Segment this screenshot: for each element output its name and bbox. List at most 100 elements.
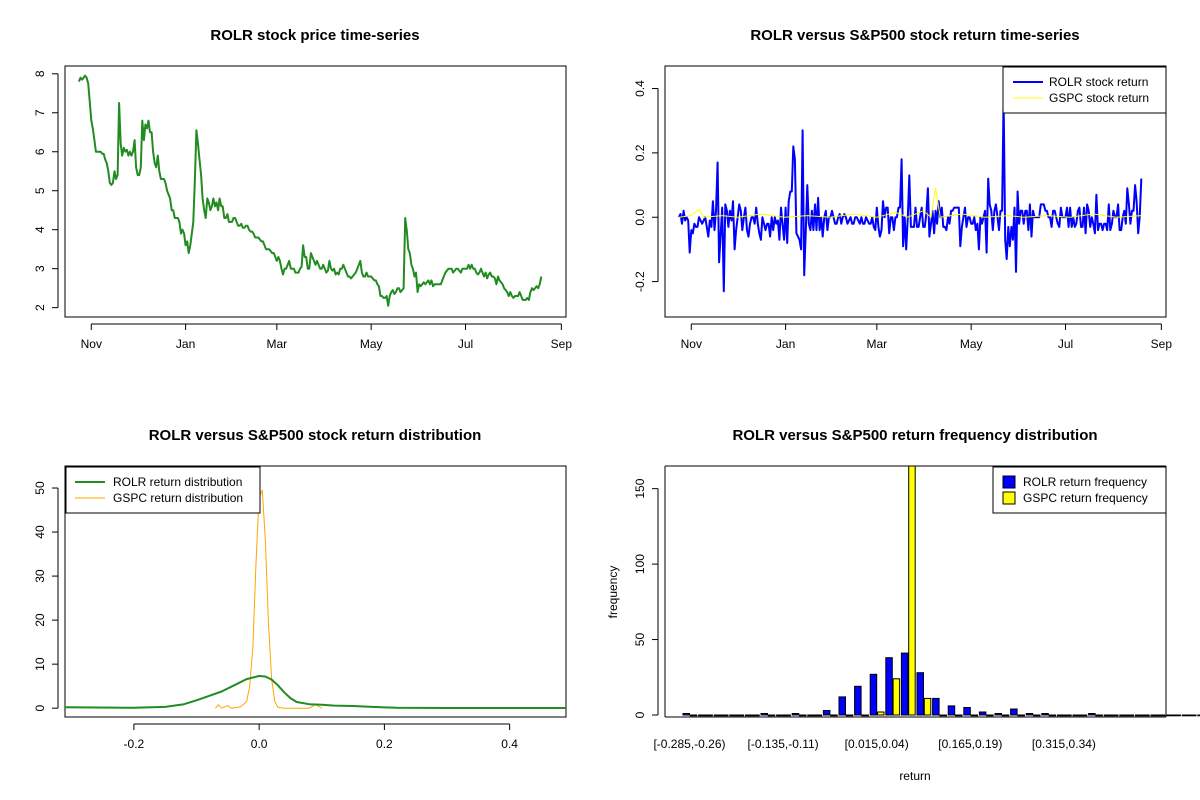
rolr-frequency-bar <box>1025 713 1034 716</box>
rolr-frequency-bar <box>1072 714 1080 717</box>
rolr-frequency-bar <box>994 713 1002 716</box>
gspc-frequency-bar <box>892 678 901 716</box>
rolr-frequency-bar <box>916 672 924 716</box>
y-axis-return-series: -0.2 0.0 0.2 0.4 <box>633 80 659 292</box>
x-tick-label: Jul <box>458 337 473 351</box>
y-tick-label: 0.0 <box>633 209 647 226</box>
rolr-frequency-bar <box>1134 714 1143 717</box>
gspc-frequency-bar <box>1048 714 1057 717</box>
y-tick-label: 8 <box>33 70 47 77</box>
legend-swatch-gspc-frequency <box>1002 491 1016 505</box>
y-tick-label: 2 <box>33 304 47 311</box>
gspc-frequency-bar <box>877 711 885 716</box>
legend-label-gspc-frequency: GSPC return frequency <box>1023 491 1148 505</box>
y-tick-label: 30 <box>33 569 47 583</box>
gspc-density-line <box>214 489 323 709</box>
legend-label-rolr-distribution: ROLR return distribution <box>113 475 242 489</box>
gspc-frequency-bar <box>955 714 963 717</box>
x-tick-label: Nov <box>681 337 702 351</box>
x-tick-label: Jan <box>776 337 795 351</box>
rolr-frequency-bar <box>869 673 878 716</box>
x-tick-label: May <box>960 337 983 351</box>
x-tick-label: 0.0 <box>251 737 268 751</box>
x-tick-label: [-0.135,-0.11) <box>748 737 819 751</box>
x-tick-label: [0.015,0.04) <box>845 737 909 751</box>
y-axis-frequency: 0 50 100 150 <box>633 478 659 718</box>
rolr-frequency-bar <box>729 714 737 717</box>
y-tick-label: 4 <box>33 226 47 233</box>
chart-title-price: ROLR stock price time-series <box>210 27 419 44</box>
rolr-frequency-bar <box>1197 714 1200 717</box>
series-frequency-bars <box>682 465 1200 717</box>
gspc-frequency-bar <box>767 714 776 717</box>
gspc-frequency-bar <box>986 714 994 717</box>
legend-label-gspc-distribution: GSPC return distribution <box>113 491 243 505</box>
gspc-frequency-bar <box>752 714 760 717</box>
gspc-frequency-bar <box>845 714 854 717</box>
legend-return-series: ROLR stock return GSPC stock return <box>1002 66 1167 114</box>
x-tick-label: -0.2 <box>124 737 145 751</box>
series-return <box>678 97 1143 293</box>
y-tick-label: 50 <box>33 481 47 495</box>
plot-frame-distribution <box>64 465 567 718</box>
panel-frequency: ROLR versus S&P500 return frequency dist… <box>606 427 1200 783</box>
rolr-frequency-bar <box>698 714 706 717</box>
gspc-frequency-bar <box>1142 714 1150 717</box>
gspc-frequency-bar <box>799 714 807 717</box>
rolr-frequency-bar <box>1181 714 1190 717</box>
chart-title-frequency: ROLR versus S&P500 return frequency dist… <box>732 427 1097 444</box>
gspc-frequency-bar <box>923 697 932 716</box>
rolr-frequency-bar <box>978 711 987 716</box>
gspc-frequency-bar <box>1189 714 1197 717</box>
y-tick-label: 0.4 <box>633 80 647 97</box>
rolr-frequency-bar <box>1103 714 1112 717</box>
rolr-frequency-bar <box>713 714 722 717</box>
gspc-frequency-bar <box>783 714 791 717</box>
y-tick-label: 100 <box>633 554 647 574</box>
gspc-frequency-bar <box>1095 714 1103 717</box>
rolr-frequency-bar <box>807 714 815 717</box>
rolr-frequency-bar <box>776 714 784 717</box>
gspc-frequency-bar <box>861 714 869 717</box>
gspc-frequency-bar <box>939 714 947 717</box>
gspc-frequency-bar <box>1064 714 1072 717</box>
rolr-density-line <box>64 675 566 709</box>
x-tick-label: [0.315,0.34) <box>1032 737 1096 751</box>
legend-distribution: ROLR return distribution GSPC return dis… <box>65 466 261 514</box>
rolr-frequency-bar <box>1119 714 1127 717</box>
panel-return-series: ROLR versus S&P500 stock return time-ser… <box>633 27 1172 351</box>
rolr-frequency-bar <box>932 697 940 716</box>
gspc-frequency-bar <box>705 714 713 717</box>
x-tick-label: Sep <box>1151 337 1173 351</box>
x-axis-distribution: -0.2 0.0 0.2 0.4 <box>124 723 518 751</box>
gspc-frequency-bar <box>1111 714 1119 717</box>
rolr-return-line <box>678 97 1143 293</box>
rolr-frequency-bar <box>838 696 846 716</box>
legend-label-rolr-return: ROLR stock return <box>1049 75 1148 89</box>
y-tick-label: 5 <box>33 187 47 194</box>
rolr-frequency-bar <box>1056 714 1065 717</box>
x-tick-label: Sep <box>551 337 573 351</box>
x-tick-label: [0.165,0.19) <box>938 737 1002 751</box>
legend-box-return-series <box>1002 66 1167 114</box>
x-tick-label: Mar <box>267 337 288 351</box>
gspc-frequency-bar <box>1033 714 1041 717</box>
plot-frame-price <box>64 65 567 318</box>
rolr-frequency-bar <box>963 707 971 716</box>
y-tick-label: -0.2 <box>633 271 647 292</box>
y-tick-label: 50 <box>633 633 647 647</box>
x-axis-label-frequency: return <box>899 769 930 783</box>
gspc-frequency-bar <box>970 714 979 717</box>
y-tick-label: 0 <box>633 711 647 718</box>
gspc-frequency-bar <box>1079 714 1088 717</box>
gspc-frequency-bar <box>1126 714 1135 717</box>
y-tick-label: 10 <box>33 657 47 671</box>
x-axis-price: Nov Jan Mar May Jul Sep <box>81 323 573 351</box>
rolr-frequency-bar <box>854 685 862 716</box>
y-tick-label: 150 <box>633 478 647 498</box>
rolr-frequency-bar <box>900 652 909 716</box>
x-tick-label: May <box>360 337 383 351</box>
x-tick-label: [-0.285,-0.26) <box>653 737 725 751</box>
rolr-frequency-bar <box>885 657 893 716</box>
